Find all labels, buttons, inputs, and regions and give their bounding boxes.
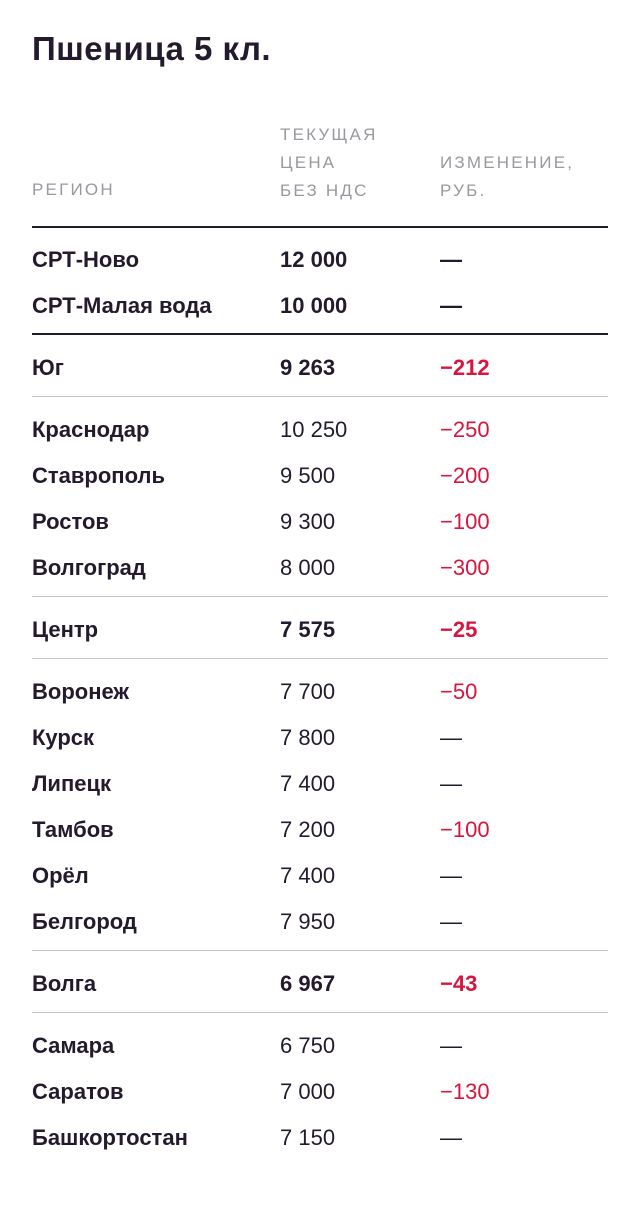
price-cell: 7 950 xyxy=(280,909,336,934)
price-cell: 10 000 xyxy=(280,293,348,318)
change-cell: −250 xyxy=(440,417,490,442)
table-row: Ставрополь 9 500 −200 xyxy=(32,453,608,499)
table-row: Липецк 7 400 — xyxy=(32,761,608,807)
column-header-price-line: БЕЗ НДС xyxy=(280,181,369,200)
column-header-region: РЕГИОН xyxy=(32,176,115,204)
price-cell: 7 000 xyxy=(280,1079,336,1104)
table-row: Воронеж 7 700 −50 xyxy=(32,669,608,715)
column-header-price-line: ЦЕНА xyxy=(280,153,337,172)
price-cell: 6 967 xyxy=(280,971,336,996)
region-cell: Курск xyxy=(32,725,95,750)
change-cell: — xyxy=(440,1125,462,1150)
price-cell: 9 263 xyxy=(280,355,336,380)
price-cell: 7 200 xyxy=(280,817,336,842)
change-cell: −100 xyxy=(440,509,490,534)
row-divider xyxy=(32,950,608,951)
table-row: Тамбов 7 200 −100 xyxy=(32,807,608,853)
region-cell: СРТ-Малая вода xyxy=(32,293,212,318)
price-cell: 9 500 xyxy=(280,463,336,488)
column-header-price-line: ТЕКУЩАЯ xyxy=(280,125,378,144)
table-row-group-total: Волга 6 967 −43 xyxy=(32,961,608,1007)
table-row: Ростов 9 300 −100 xyxy=(32,499,608,545)
table-row: Волгоград 8 000 −300 xyxy=(32,545,608,591)
change-cell: — xyxy=(440,1033,462,1058)
region-cell: Волгоград xyxy=(32,555,146,580)
change-cell: −25 xyxy=(440,617,478,642)
region-cell: Волга xyxy=(32,971,97,996)
region-cell: Белгород xyxy=(32,909,137,934)
change-cell: — xyxy=(440,863,462,888)
column-header-region-label: РЕГИОН xyxy=(32,180,115,199)
table-row-group-total: Центр 7 575 −25 xyxy=(32,607,608,653)
table-row-group-total: Юг 9 263 −212 xyxy=(32,345,608,391)
change-cell: −300 xyxy=(440,555,490,580)
price-cell: 9 300 xyxy=(280,509,336,534)
change-cell: −130 xyxy=(440,1079,490,1104)
table-title: Пшеница 5 кл. xyxy=(32,30,272,67)
price-cell: 7 800 xyxy=(280,725,336,750)
region-cell: Ставрополь xyxy=(32,463,165,488)
region-cell: Липецк xyxy=(32,771,112,796)
table-row: Самара 6 750 — xyxy=(32,1023,608,1069)
region-cell: Воронеж xyxy=(32,679,130,704)
change-cell: −100 xyxy=(440,817,490,842)
table-row: Белгород 7 950 — xyxy=(32,899,608,945)
price-cell: 6 750 xyxy=(280,1033,336,1058)
change-cell: — xyxy=(440,293,462,318)
region-cell: Тамбов xyxy=(32,817,114,842)
region-cell: Башкортостан xyxy=(32,1125,188,1150)
change-cell: −212 xyxy=(440,355,490,380)
change-cell: — xyxy=(440,909,462,934)
price-cell: 7 700 xyxy=(280,679,336,704)
column-header-change-line: ИЗМЕНЕНИЕ, xyxy=(440,153,575,172)
change-cell: — xyxy=(440,771,462,796)
section-divider xyxy=(32,333,608,335)
region-cell: СРТ-Ново xyxy=(32,247,140,272)
table-row: Орёл 7 400 — xyxy=(32,853,608,899)
change-cell: −43 xyxy=(440,971,478,996)
header-divider xyxy=(32,226,608,228)
price-cell: 7 575 xyxy=(280,617,336,642)
change-cell: −50 xyxy=(440,679,478,704)
price-cell: 7 400 xyxy=(280,771,336,796)
price-cell: 10 250 xyxy=(280,417,348,442)
price-cell: 8 000 xyxy=(280,555,336,580)
row-divider xyxy=(32,596,608,597)
change-cell: −200 xyxy=(440,463,490,488)
region-cell: Саратов xyxy=(32,1079,124,1104)
table-row: Курск 7 800 — xyxy=(32,715,608,761)
row-divider xyxy=(32,396,608,397)
region-cell: Центр xyxy=(32,617,99,642)
price-cell: 12 000 xyxy=(280,247,348,272)
table-row: Башкортостан 7 150 — xyxy=(32,1115,608,1161)
table-row: СРТ-Ново 12 000 — xyxy=(32,237,608,283)
region-cell: Юг xyxy=(32,355,64,380)
column-header-price: ТЕКУЩАЯ ЦЕНА БЕЗ НДС xyxy=(280,121,378,205)
table-row: СРТ-Малая вода 10 000 — xyxy=(32,283,608,329)
region-cell: Ростов xyxy=(32,509,109,534)
change-cell: — xyxy=(440,725,462,750)
change-cell: — xyxy=(440,247,462,272)
region-cell: Самара xyxy=(32,1033,115,1058)
table-row: Саратов 7 000 −130 xyxy=(32,1069,608,1115)
row-divider xyxy=(32,1012,608,1013)
price-cell: 7 400 xyxy=(280,863,336,888)
region-cell: Краснодар xyxy=(32,417,150,442)
column-header-change-line: РУБ. xyxy=(440,181,487,200)
column-header-change: ИЗМЕНЕНИЕ, РУБ. xyxy=(440,149,574,205)
row-divider xyxy=(32,658,608,659)
region-cell: Орёл xyxy=(32,863,89,888)
price-cell: 7 150 xyxy=(280,1125,336,1150)
table-row: Краснодар 10 250 −250 xyxy=(32,407,608,453)
